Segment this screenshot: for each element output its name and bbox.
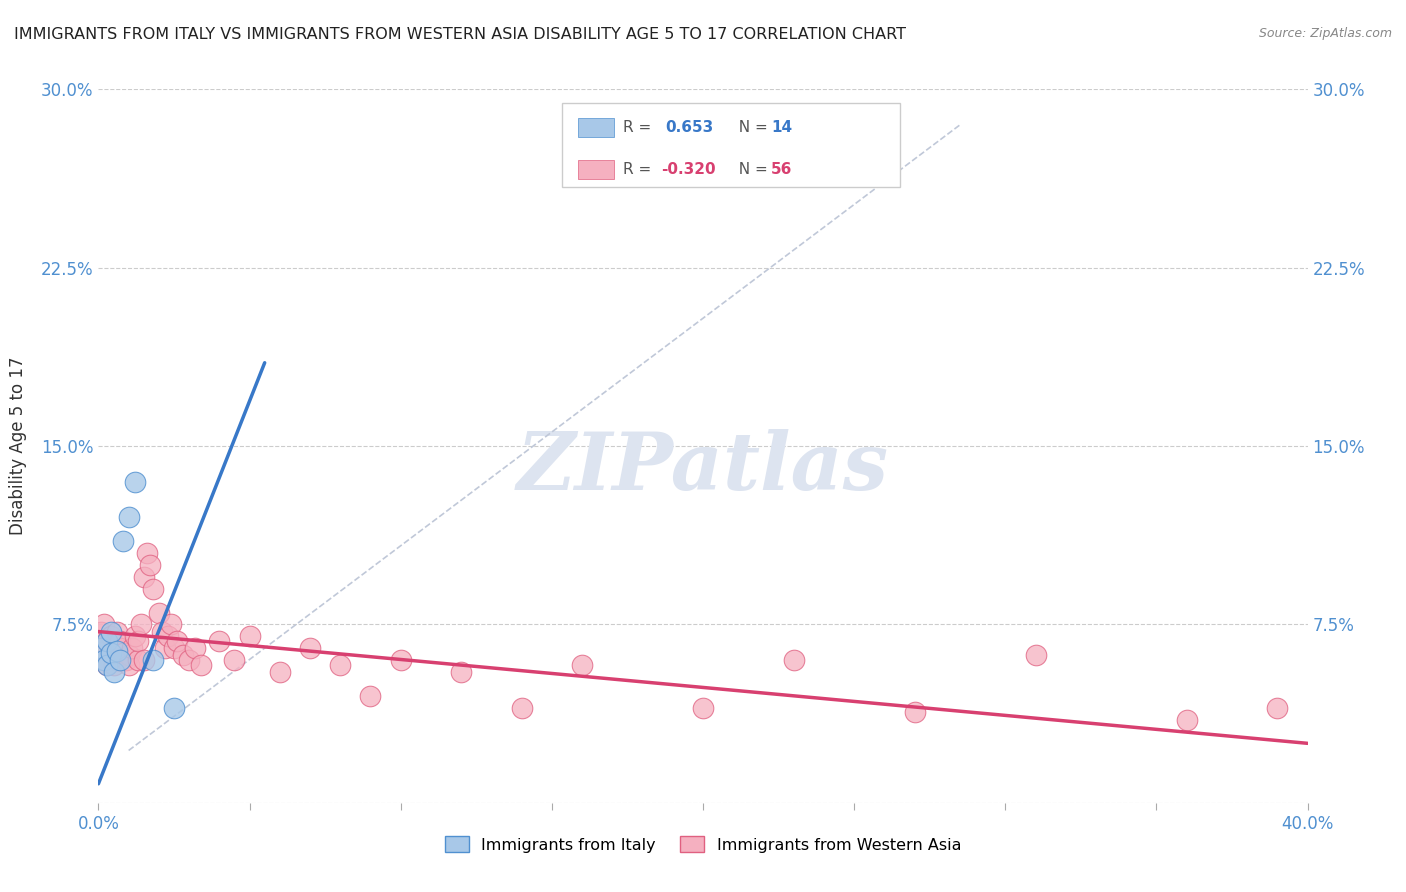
Point bbox=[450, 665, 472, 679]
Point bbox=[103, 657, 125, 672]
Point bbox=[96, 657, 118, 672]
Point bbox=[148, 606, 170, 620]
Point bbox=[142, 653, 165, 667]
Point bbox=[389, 653, 412, 667]
Point bbox=[269, 665, 291, 679]
Point bbox=[132, 653, 155, 667]
Point bbox=[96, 657, 118, 672]
Point bbox=[299, 641, 322, 656]
Point bbox=[90, 624, 112, 639]
Point bbox=[153, 641, 176, 656]
Point bbox=[108, 634, 131, 648]
Point bbox=[93, 617, 115, 632]
Point bbox=[224, 653, 246, 667]
Text: R =: R = bbox=[623, 120, 661, 136]
Point bbox=[100, 629, 122, 643]
Point bbox=[105, 643, 128, 657]
Text: 56: 56 bbox=[770, 162, 793, 178]
Point bbox=[124, 629, 146, 643]
Point bbox=[93, 653, 115, 667]
Point bbox=[571, 657, 593, 672]
Point bbox=[1267, 700, 1289, 714]
Point bbox=[163, 641, 186, 656]
Point bbox=[111, 534, 134, 549]
Point bbox=[105, 653, 128, 667]
Point bbox=[1024, 648, 1046, 663]
Point bbox=[190, 657, 212, 672]
Point bbox=[103, 665, 125, 679]
Point bbox=[150, 624, 173, 639]
Point bbox=[692, 700, 714, 714]
Text: IMMIGRANTS FROM ITALY VS IMMIGRANTS FROM WESTERN ASIA DISABILITY AGE 5 TO 17 COR: IMMIGRANTS FROM ITALY VS IMMIGRANTS FROM… bbox=[14, 27, 905, 42]
Text: ZIPatlas: ZIPatlas bbox=[517, 429, 889, 506]
Point bbox=[124, 475, 146, 489]
Point bbox=[132, 570, 155, 584]
Point bbox=[1175, 713, 1198, 727]
Point bbox=[100, 624, 122, 639]
Point bbox=[93, 653, 115, 667]
Point bbox=[510, 700, 533, 714]
Point bbox=[96, 634, 118, 648]
Point bbox=[139, 558, 162, 572]
Point bbox=[135, 546, 157, 560]
Y-axis label: Disability Age 5 to 17: Disability Age 5 to 17 bbox=[8, 357, 27, 535]
Point bbox=[360, 689, 382, 703]
Point bbox=[239, 629, 262, 643]
Point bbox=[179, 653, 201, 667]
Point bbox=[160, 617, 183, 632]
Point bbox=[184, 641, 207, 656]
Text: -0.320: -0.320 bbox=[661, 162, 716, 178]
Point bbox=[100, 646, 122, 660]
Legend: Immigrants from Italy, Immigrants from Western Asia: Immigrants from Italy, Immigrants from W… bbox=[439, 830, 967, 859]
Point bbox=[142, 582, 165, 596]
Point bbox=[166, 634, 188, 648]
Point bbox=[105, 624, 128, 639]
Point bbox=[208, 634, 231, 648]
Point bbox=[118, 510, 141, 524]
Point bbox=[156, 629, 179, 643]
Point bbox=[90, 641, 112, 656]
Point bbox=[103, 641, 125, 656]
Text: N =: N = bbox=[728, 162, 772, 178]
Point bbox=[100, 646, 122, 660]
Point bbox=[114, 653, 136, 667]
Point bbox=[163, 700, 186, 714]
Point bbox=[111, 646, 134, 660]
Point bbox=[129, 617, 152, 632]
Point bbox=[108, 641, 131, 656]
Point bbox=[90, 634, 112, 648]
Point bbox=[904, 706, 927, 720]
Point bbox=[121, 641, 143, 656]
Point bbox=[783, 653, 806, 667]
Point bbox=[118, 648, 141, 663]
Text: R =: R = bbox=[623, 162, 657, 178]
Point bbox=[108, 653, 131, 667]
Point bbox=[96, 634, 118, 648]
Text: 0.653: 0.653 bbox=[665, 120, 714, 136]
Text: 14: 14 bbox=[770, 120, 792, 136]
Point bbox=[127, 634, 149, 648]
Point bbox=[172, 648, 194, 663]
Text: Source: ZipAtlas.com: Source: ZipAtlas.com bbox=[1258, 27, 1392, 40]
Point bbox=[127, 653, 149, 667]
Point bbox=[118, 657, 141, 672]
Point bbox=[329, 657, 352, 672]
Text: N =: N = bbox=[728, 120, 772, 136]
